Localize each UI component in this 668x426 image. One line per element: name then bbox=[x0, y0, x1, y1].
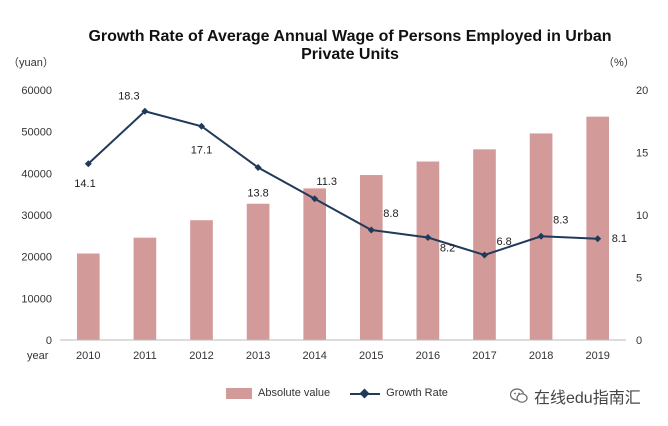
x-tick-label: 2017 bbox=[472, 350, 496, 362]
right-tick-label: 10 bbox=[636, 210, 648, 222]
growth-data-label: 8.3 bbox=[553, 214, 568, 226]
growth-marker-2019 bbox=[594, 235, 602, 243]
x-tick-label: 2015 bbox=[359, 350, 383, 362]
bar-absolute-2017 bbox=[473, 149, 496, 340]
growth-rate-line bbox=[87, 110, 598, 257]
right-tick-label: 0 bbox=[636, 335, 642, 347]
left-tick-label: 30000 bbox=[21, 210, 52, 222]
bar-absolute-2014 bbox=[303, 188, 327, 340]
growth-marker-2010 bbox=[84, 160, 92, 168]
x-tick-label: 2016 bbox=[416, 350, 440, 362]
right-tick-label: 20 bbox=[636, 85, 648, 97]
bar-absolute-2019 bbox=[586, 116, 610, 341]
chart-title-line1: Growth Rate of Average Annual Wage of Pe… bbox=[88, 28, 612, 45]
left-axis-unit: （yuan） bbox=[8, 57, 54, 69]
growth-data-label: 6.8 bbox=[497, 236, 512, 248]
chart-title-line2: Private Units bbox=[301, 46, 399, 63]
bar-absolute-2011 bbox=[133, 237, 157, 340]
x-axis-label: year bbox=[27, 350, 49, 362]
bar-absolute-2012 bbox=[190, 220, 213, 340]
x-tick-label: 2018 bbox=[529, 350, 553, 362]
left-tick-label: 20000 bbox=[21, 252, 52, 264]
bar-absolute-2013 bbox=[246, 203, 270, 340]
growth-data-label: 8.1 bbox=[612, 233, 627, 245]
growth-marker-2016 bbox=[424, 234, 432, 241]
left-tick-label: 10000 bbox=[21, 293, 52, 305]
x-tick-label: 2010 bbox=[76, 350, 100, 362]
right-tick-label: 15 bbox=[636, 148, 648, 160]
left-tick-label: 40000 bbox=[21, 168, 52, 180]
growth-marker-2011 bbox=[141, 107, 149, 115]
bar-absolute-2016 bbox=[416, 161, 440, 340]
growth-data-label: 8.8 bbox=[383, 208, 398, 220]
left-tick-label: 0 bbox=[46, 335, 52, 347]
growth-data-label: 17.1 bbox=[191, 144, 212, 156]
legend-bar-swatch bbox=[226, 387, 252, 399]
growth-data-label: 14.1 bbox=[74, 178, 95, 190]
growth-marker-2015 bbox=[367, 226, 375, 234]
right-axis-unit: （%） bbox=[603, 57, 635, 69]
growth-marker-2017 bbox=[481, 251, 488, 259]
bar-absolute-2010 bbox=[76, 253, 100, 340]
x-tick-label: 2011 bbox=[133, 350, 157, 362]
left-tick-label: 50000 bbox=[21, 127, 52, 139]
bar-absolute-2015 bbox=[359, 175, 383, 340]
x-tick-label: 2014 bbox=[302, 350, 326, 362]
x-tick-label: 2013 bbox=[246, 350, 270, 362]
legend-label-growth: Growth Rate bbox=[386, 387, 448, 399]
growth-data-label: 13.8 bbox=[247, 188, 268, 200]
growth-data-label: 18.3 bbox=[118, 90, 139, 102]
legend-label-absolute: Absolute value bbox=[258, 387, 331, 399]
growth-marker-2012 bbox=[198, 122, 205, 130]
growth-data-label: 11.3 bbox=[316, 176, 337, 188]
watermark-text: 在线edu指南汇 bbox=[534, 390, 641, 407]
wechat-icon bbox=[510, 388, 528, 403]
x-tick-label: 2012 bbox=[189, 350, 213, 362]
watermark: 在线edu指南汇 bbox=[510, 384, 641, 408]
growth-marker-2013 bbox=[254, 164, 262, 171]
right-tick-label: 5 bbox=[636, 273, 642, 285]
x-tick-label: 2019 bbox=[585, 350, 609, 362]
legend-line-swatch bbox=[350, 388, 381, 399]
legend: Absolute value Growth Rate bbox=[226, 387, 448, 399]
growth-data-label: 8.2 bbox=[440, 243, 455, 255]
growth-marker-2014 bbox=[311, 195, 319, 203]
growth-marker-2018 bbox=[537, 232, 545, 240]
left-tick-label: 60000 bbox=[21, 85, 52, 97]
